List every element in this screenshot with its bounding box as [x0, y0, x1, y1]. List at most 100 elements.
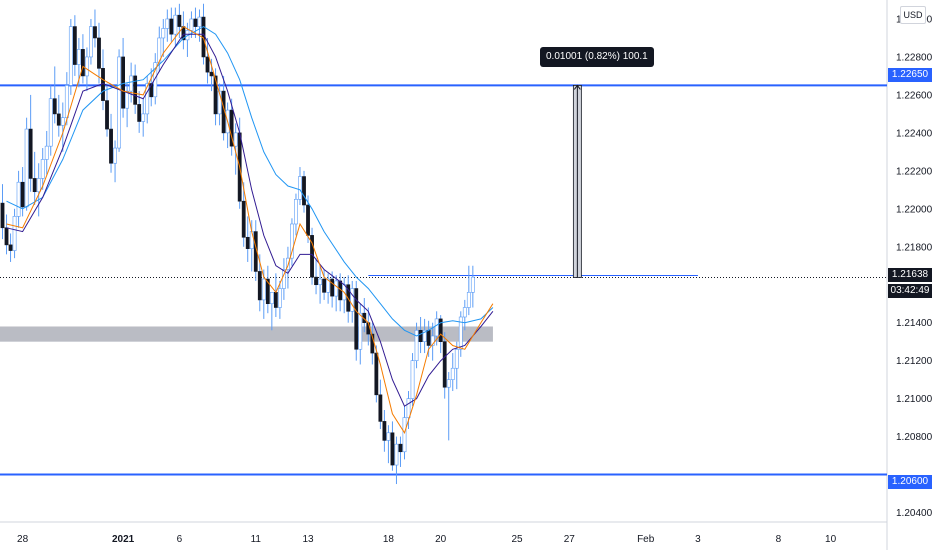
- candle-down: [354, 288, 359, 350]
- candle-up: [24, 128, 29, 208]
- candle-up: [298, 176, 302, 200]
- candle-up: [446, 379, 451, 388]
- candle-up: [113, 147, 117, 164]
- x-tick-label: 10: [825, 534, 837, 545]
- y-tick-label: 1.21400: [896, 318, 932, 329]
- candle-up: [217, 90, 222, 115]
- candle-up: [466, 292, 471, 308]
- ema-mid-line: [6, 33, 494, 407]
- candle-up: [48, 98, 53, 147]
- y-tick-label: 1.21200: [896, 356, 932, 367]
- candle-up: [290, 223, 294, 259]
- candle-up: [40, 159, 45, 179]
- candle-up: [89, 26, 93, 58]
- candle-up: [68, 26, 73, 86]
- candle-up: [189, 18, 194, 31]
- candle-down: [28, 128, 33, 179]
- candle-down: [137, 104, 142, 122]
- candle-up: [450, 367, 455, 380]
- y-tick-label: 1.22600: [896, 90, 932, 101]
- candle-up: [44, 145, 49, 160]
- candle-down: [8, 244, 13, 251]
- candle-down: [0, 202, 5, 229]
- x-tick-label: 18: [383, 534, 395, 545]
- candle-up: [277, 288, 282, 308]
- candle-up: [269, 292, 274, 305]
- candle-down: [306, 204, 310, 236]
- y-tick-label: 1.22000: [896, 204, 932, 215]
- candle-down: [426, 329, 431, 346]
- candle-down: [374, 352, 379, 396]
- candle-up: [334, 280, 339, 297]
- x-tick-label: 28: [17, 534, 29, 545]
- candle-up: [458, 316, 463, 350]
- candle-up: [60, 117, 65, 126]
- candle-up: [406, 398, 411, 418]
- candle-up: [318, 278, 322, 286]
- candle-up: [410, 360, 415, 399]
- y-tick-label: 1.20400: [896, 508, 932, 519]
- candle-down: [378, 394, 383, 422]
- candle-down: [229, 109, 234, 147]
- x-tick-label: 13: [302, 534, 314, 545]
- candle-up: [36, 178, 41, 193]
- candle-down: [97, 37, 101, 69]
- measure-arrow-head: [573, 84, 581, 90]
- y-tick-label: 1.22200: [896, 166, 932, 177]
- x-tick-label: 20: [435, 534, 447, 545]
- candle-up: [261, 278, 266, 301]
- x-tick-label: 6: [177, 534, 183, 545]
- candle-up: [145, 83, 150, 115]
- candle-up: [233, 132, 238, 147]
- candle-down: [4, 227, 9, 246]
- candle-down: [169, 18, 174, 35]
- last-price-tag: 1.21638: [888, 268, 932, 282]
- candle-up: [462, 307, 467, 318]
- candle-down: [101, 68, 105, 101]
- candle-down: [418, 329, 423, 342]
- candle-up: [125, 90, 130, 109]
- candle-up: [422, 329, 427, 342]
- candle-up: [76, 49, 81, 65]
- candle-up: [358, 312, 363, 350]
- candle-down: [265, 278, 270, 305]
- candle-down: [314, 276, 318, 286]
- candle-down: [241, 200, 246, 238]
- candle-down: [72, 26, 77, 65]
- candle-up: [454, 348, 459, 369]
- y-tick-label: 1.22400: [896, 128, 932, 139]
- candle-down: [382, 421, 387, 441]
- candle-down: [442, 341, 447, 388]
- x-tick-label: 8: [776, 534, 782, 545]
- candle-up: [402, 417, 407, 453]
- x-tick-label: Feb: [637, 534, 655, 545]
- candle-up: [414, 329, 419, 361]
- y-tick-label: 1.21000: [896, 394, 932, 405]
- support-price-tag: 1.20600: [888, 475, 932, 489]
- candle-up: [165, 18, 170, 29]
- x-tick-label: 25: [511, 534, 523, 545]
- candle-down: [390, 432, 395, 466]
- y-tick-label: 1.21800: [896, 242, 932, 253]
- x-tick-label: 11: [251, 534, 262, 545]
- candle-up: [85, 56, 89, 77]
- measure-label: 0.01001 (0.82%) 100.1: [540, 47, 654, 67]
- candle-down: [209, 71, 214, 77]
- ema-fast-line: [6, 25, 494, 434]
- candle-down: [149, 83, 154, 98]
- x-tick-label: 27: [564, 534, 576, 545]
- candle-down: [273, 292, 278, 308]
- candle-up: [173, 14, 178, 35]
- candle-up: [153, 62, 158, 98]
- candle-down: [93, 26, 97, 39]
- candle-up: [294, 199, 298, 225]
- candle-down: [177, 14, 182, 27]
- candle-down: [330, 278, 335, 297]
- candle-down: [213, 75, 218, 115]
- candle-down: [52, 98, 57, 115]
- candle-down: [32, 178, 37, 193]
- currency-badge[interactable]: USD: [900, 6, 926, 24]
- candle-down: [302, 176, 306, 206]
- x-tick-label: 2021: [112, 534, 135, 545]
